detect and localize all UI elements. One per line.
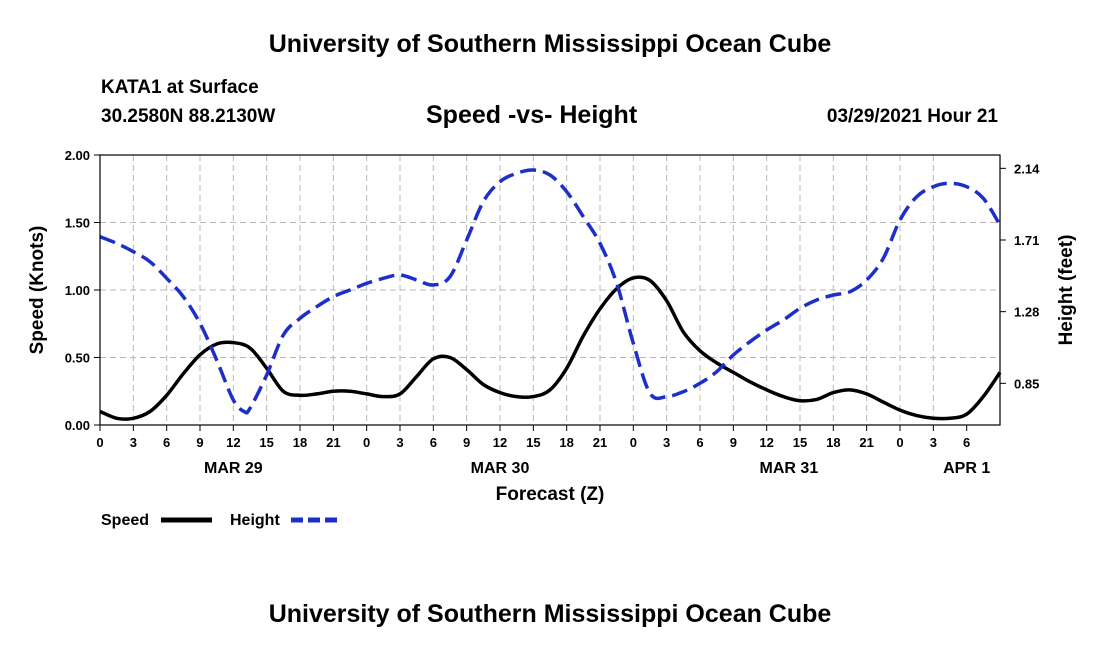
x-tick-label: 15 <box>526 435 540 450</box>
y-tick-label: 0.00 <box>65 418 90 433</box>
chart-title: Speed -vs- Height <box>426 101 638 129</box>
x-tick-label: 0 <box>363 435 370 450</box>
station-coordinates: 30.2580N 88.2130W <box>101 106 276 127</box>
x-tick-label: 21 <box>859 435 873 450</box>
series-layer <box>99 168 1002 421</box>
date-label: MAR 29 <box>204 460 263 477</box>
y-tick-label: 0.50 <box>65 351 90 366</box>
x-tick-label: 9 <box>730 435 737 450</box>
y2-tick-label: 1.71 <box>1014 233 1039 248</box>
main-title: University of Southern Mississippi Ocean… <box>268 30 832 58</box>
x-tick-label: 12 <box>226 435 240 450</box>
series-line-speed <box>99 275 1002 421</box>
legend: Speed Height <box>101 512 342 529</box>
station-name: KATA1 at Surface <box>101 77 259 98</box>
x-tick-label: 9 <box>463 435 470 450</box>
x-tick-label: 6 <box>430 435 437 450</box>
x-tick-label: 3 <box>396 435 403 450</box>
legend-label-height: Height <box>230 512 280 529</box>
x-tick-label: 0 <box>896 435 903 450</box>
x-tick-label: 0 <box>96 435 103 450</box>
footer-title: University of Southern Mississippi Ocean… <box>268 600 832 628</box>
y-tick-label: 1.00 <box>65 283 90 298</box>
x-tick-label: 21 <box>593 435 607 450</box>
series-line-height <box>99 168 1002 415</box>
x-tick-label: 3 <box>663 435 670 450</box>
y2-tick-label: 2.14 <box>1014 161 1040 176</box>
x-tick-label: 18 <box>293 435 307 450</box>
y2-tick-label: 0.85 <box>1014 376 1039 391</box>
x-tick-label: 3 <box>130 435 137 450</box>
x-tick-label: 9 <box>196 435 203 450</box>
y-tick-label: 2.00 <box>65 148 90 163</box>
date-label: MAR 31 <box>760 460 819 477</box>
x-axis-title: Forecast (Z) <box>496 484 605 505</box>
x-tick-label: 6 <box>963 435 970 450</box>
x-tick-label: 6 <box>163 435 170 450</box>
y-tick-label: 1.50 <box>65 216 90 231</box>
x-tick-label: 12 <box>759 435 773 450</box>
grid-layer <box>100 155 1000 425</box>
axis-layer: 0 3 6 9 12 15 18 21 0 3 6 9 12 15 18 21 0 3 6 9 12 15 18 21 0 3 6 0… <box>65 148 1040 477</box>
date-label: MAR 30 <box>471 460 530 477</box>
x-tick-label: 3 <box>930 435 937 450</box>
legend-label-speed: Speed <box>101 512 149 529</box>
y-axis-title: Speed (Knots) <box>27 226 48 355</box>
x-tick-label: 18 <box>559 435 573 450</box>
y2-tick-label: 1.28 <box>1014 305 1039 320</box>
forecast-time: 03/29/2021 Hour 21 <box>826 106 998 127</box>
y2-axis-title: Height (feet) <box>1056 235 1077 346</box>
x-tick-label: 12 <box>493 435 507 450</box>
date-label: APR 1 <box>943 460 990 477</box>
x-tick-label: 15 <box>793 435 807 450</box>
x-tick-label: 0 <box>630 435 637 450</box>
x-tick-label: 6 <box>696 435 703 450</box>
x-tick-label: 21 <box>326 435 340 450</box>
x-tick-label: 18 <box>826 435 840 450</box>
x-tick-label: 15 <box>259 435 273 450</box>
